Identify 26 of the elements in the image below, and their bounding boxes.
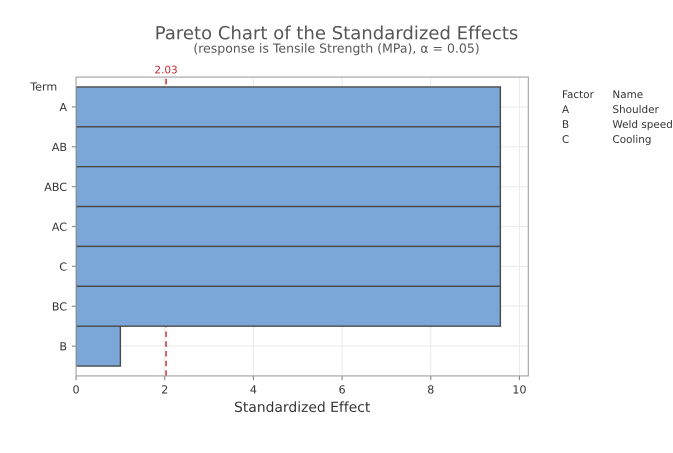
- y-tick-label: A: [60, 103, 67, 112]
- text: Factor: [562, 90, 594, 98]
- x-tick-label: 8: [428, 385, 434, 394]
- y-tick-label: AC: [52, 222, 66, 231]
- x-tick-label: 10: [514, 385, 526, 394]
- y-tick-label: ABC: [44, 182, 66, 192]
- chart-title: Pareto Chart of the Standardized Effects: [156, 26, 518, 40]
- text: Cooling: [613, 134, 651, 146]
- text: Name: [613, 90, 643, 98]
- y-tick-label: B: [60, 342, 66, 350]
- text: B: [562, 120, 568, 128]
- x-tick-label: 0: [73, 385, 79, 394]
- text: Shoulder: [613, 105, 659, 114]
- x-axis-title: Standardized Effect: [234, 401, 370, 412]
- y-tick-label: AB: [52, 142, 66, 151]
- ref-line-label: 2.03: [155, 66, 177, 74]
- chart-subtitle: (response is Tensile Strength (MPa), α = 0.05): [194, 43, 479, 56]
- y-tick-label: BC: [52, 302, 66, 311]
- x-tick-label: 2: [162, 385, 168, 394]
- x-tick-label: 6: [339, 385, 345, 394]
- y-tick-label: C: [60, 262, 66, 271]
- text: C: [562, 135, 569, 143]
- x-tick-label: 4: [250, 385, 256, 394]
- text: A: [562, 105, 569, 113]
- y-axis-title: Term: [30, 82, 56, 91]
- text: Weld speed: [612, 120, 672, 130]
